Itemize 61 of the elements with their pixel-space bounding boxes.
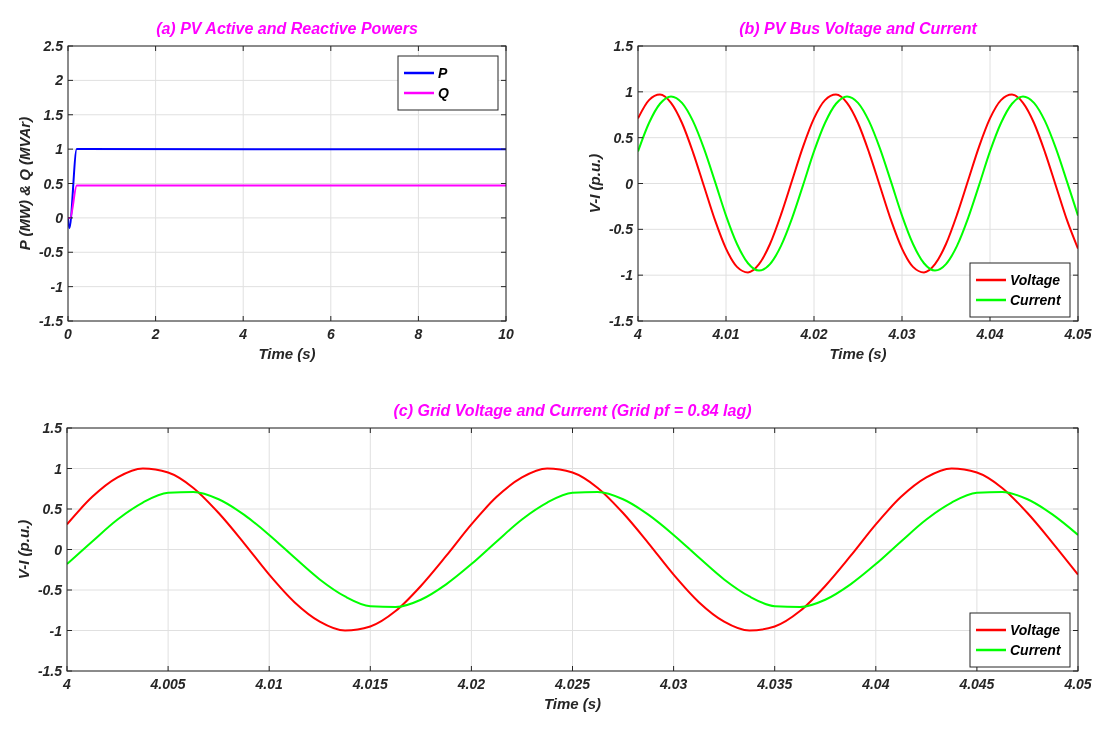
legend-label: Current [1010,292,1062,308]
y-tick-label: -0.5 [608,221,634,238]
x-tick-label: 2 [150,326,160,342]
x-axis-title: Time (s) [829,345,887,362]
y-tick-label: 0.5 [43,175,64,192]
y-tick-label: 1.5 [42,420,63,436]
x-tick-label: 4 [238,326,248,342]
x-tick-label: 4.045 [958,676,995,692]
x-tick-label: 4.005 [149,676,186,692]
y-tick-label: 0 [625,175,634,192]
y-tick-label: 0 [54,541,63,558]
legend-label: Voltage [1010,272,1061,288]
x-tick-label: 4.035 [756,676,793,692]
chart-title: (b) PV Bus Voltage and Current [739,20,978,37]
y-tick-label: -1.5 [38,313,64,329]
x-tick-label: 4.04 [975,326,1004,342]
y-tick-label: 1.5 [43,106,64,123]
y-tick-label: 1 [55,141,64,158]
chart-title: (c) Grid Voltage and Current (Grid pf = 0.84 lag) [393,402,752,419]
legend-label: P [438,65,448,81]
y-tick-label: -0.5 [37,582,63,598]
y-tick-label: -1.5 [608,313,634,329]
y-tick-label: 1 [625,83,634,100]
y-tick-label: -1 [49,622,63,639]
x-tick-label: 10 [498,326,514,342]
x-tick-label: 4.02 [799,326,828,342]
y-tick-label: 2.5 [42,38,64,54]
x-tick-label: 4.02 [456,676,486,692]
x-tick-label: 4.05 [1063,326,1092,342]
x-tick-label: 4.05 [1063,676,1092,692]
y-tick-label: 1.5 [613,38,634,54]
x-tick-label: 4.015 [351,676,389,692]
x-axis-title: Time (s) [543,695,602,712]
y-tick-label: 2 [54,72,64,89]
y-tick-label: 0 [55,209,64,226]
y-tick-label: -1 [50,278,64,295]
legend-label: Q [438,85,449,101]
chart-title: (a) PV Active and Reactive Powers [156,20,418,37]
x-tick-label: 4 [633,326,643,342]
x-tick-label: 4.025 [553,676,591,692]
y-tick-label: -1.5 [37,663,63,679]
x-tick-label: 4.03 [887,326,916,342]
x-tick-label: 4.04 [861,676,890,692]
y-tick-label: 1 [54,460,63,477]
y-axis-title: V-I (p.u.) [586,153,603,214]
x-tick-label: 8 [414,326,423,342]
legend-label: Current [1010,642,1062,658]
legend-label: Voltage [1010,622,1061,638]
x-tick-label: 6 [326,326,335,342]
x-tick-label: 4.03 [658,676,688,692]
y-axis-title: V-I (p.u.) [15,519,32,580]
y-tick-label: -1 [620,267,634,284]
y-tick-label: 0.5 [42,501,63,517]
line-series [67,490,1078,609]
y-tick-label: -0.5 [38,244,64,261]
x-tick-label: 4.01 [254,676,284,692]
x-tick-label: 4 [62,676,72,692]
y-axis-title: P (MW) & Q (MVAr) [16,116,33,251]
x-axis-title: Time (s) [258,345,316,362]
x-tick-label: 4.01 [711,326,740,342]
y-tick-label: 0.5 [613,129,634,146]
